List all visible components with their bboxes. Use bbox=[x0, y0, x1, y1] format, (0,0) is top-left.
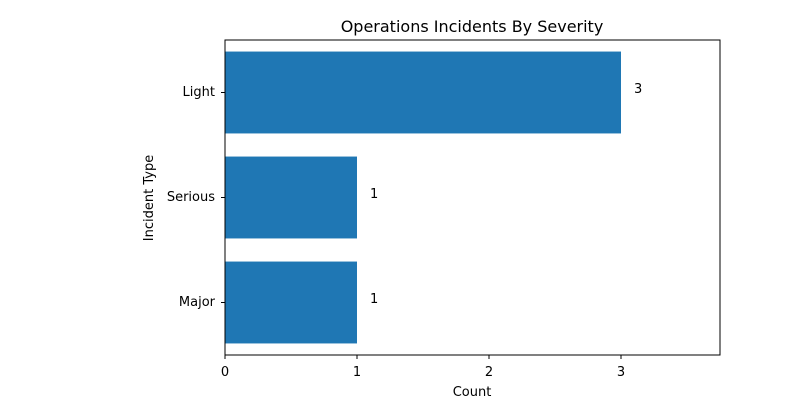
y-tick-label-light: Light bbox=[183, 85, 215, 100]
y-axis: Light Serious Major bbox=[167, 85, 225, 310]
x-tick-label-1: 1 bbox=[353, 365, 361, 380]
x-tick-label-2: 2 bbox=[485, 365, 493, 380]
bar-light bbox=[225, 51, 621, 134]
value-label-major: 1 bbox=[370, 292, 378, 307]
x-axis-label: Count bbox=[453, 385, 492, 400]
x-axis: 0 1 2 3 bbox=[221, 355, 625, 380]
x-tick-label-3: 3 bbox=[617, 365, 625, 380]
value-label-serious: 1 bbox=[370, 187, 378, 202]
x-tick-label-0: 0 bbox=[221, 365, 229, 380]
chart-title: Operations Incidents By Severity bbox=[341, 17, 604, 36]
value-label-light: 3 bbox=[634, 82, 642, 97]
y-axis-label: Incident Type bbox=[142, 155, 157, 241]
y-tick-label-major: Major bbox=[179, 295, 216, 310]
value-labels-layer: 3 1 1 bbox=[370, 82, 642, 307]
y-tick-label-serious: Serious bbox=[167, 190, 215, 205]
bars-layer bbox=[225, 51, 621, 344]
bar-serious bbox=[225, 156, 357, 239]
bar-major bbox=[225, 261, 357, 344]
